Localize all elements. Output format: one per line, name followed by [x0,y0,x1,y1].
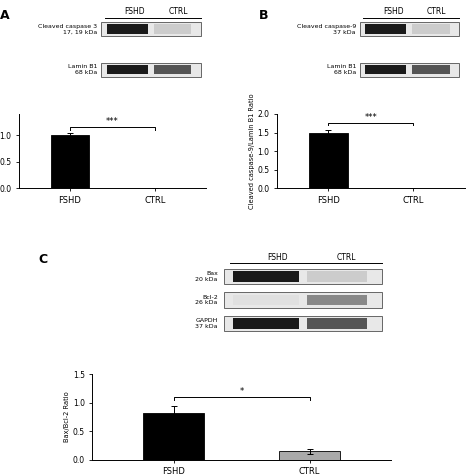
Text: *: * [240,387,244,396]
FancyBboxPatch shape [233,294,299,305]
Bar [143,413,204,460]
Text: Lamin B1
68 kDa: Lamin B1 68 kDa [68,64,98,75]
Text: Lamin B1
68 kDa: Lamin B1 68 kDa [327,64,356,75]
Text: Cleaved caspase-9
37 kDa: Cleaved caspase-9 37 kDa [297,24,356,35]
FancyBboxPatch shape [233,271,299,282]
Text: Cleaved caspase 3
17, 19 kDa: Cleaved caspase 3 17, 19 kDa [38,24,98,35]
Text: C: C [38,253,48,266]
FancyBboxPatch shape [412,24,449,34]
FancyBboxPatch shape [107,65,148,74]
Text: ***: *** [365,113,377,122]
Text: A: A [0,9,10,22]
FancyBboxPatch shape [101,63,201,76]
FancyBboxPatch shape [412,65,449,74]
Bar [279,451,340,460]
FancyBboxPatch shape [154,65,191,74]
Text: CTRL: CTRL [168,7,188,16]
Text: FSHD: FSHD [125,7,146,16]
Bar [309,133,347,188]
Bar [51,135,89,188]
Text: CTRL: CTRL [337,253,356,262]
FancyBboxPatch shape [308,294,367,305]
FancyBboxPatch shape [360,22,459,36]
Y-axis label: Cleaved caspase-9/Lamin B1 Ratio: Cleaved caspase-9/Lamin B1 Ratio [249,93,255,209]
Text: FSHD: FSHD [267,253,288,262]
FancyBboxPatch shape [365,24,407,34]
FancyBboxPatch shape [224,269,382,284]
FancyBboxPatch shape [107,24,148,34]
Text: Bcl-2
26 kDa: Bcl-2 26 kDa [195,295,218,305]
FancyBboxPatch shape [360,63,459,76]
Text: CTRL: CTRL [427,7,446,16]
Text: B: B [259,9,268,22]
Text: GAPDH
37 kDa: GAPDH 37 kDa [195,318,218,329]
FancyBboxPatch shape [308,318,367,329]
FancyBboxPatch shape [308,271,367,282]
FancyBboxPatch shape [233,318,299,329]
Text: FSHD: FSHD [383,7,404,16]
Text: Bax
20 kDa: Bax 20 kDa [195,271,218,282]
FancyBboxPatch shape [154,24,191,34]
FancyBboxPatch shape [365,65,407,74]
FancyBboxPatch shape [101,22,201,36]
FancyBboxPatch shape [224,316,382,331]
FancyBboxPatch shape [224,292,382,308]
Text: ***: *** [106,117,119,126]
Y-axis label: Bax/Bcl-2 Ratio: Bax/Bcl-2 Ratio [64,392,70,442]
